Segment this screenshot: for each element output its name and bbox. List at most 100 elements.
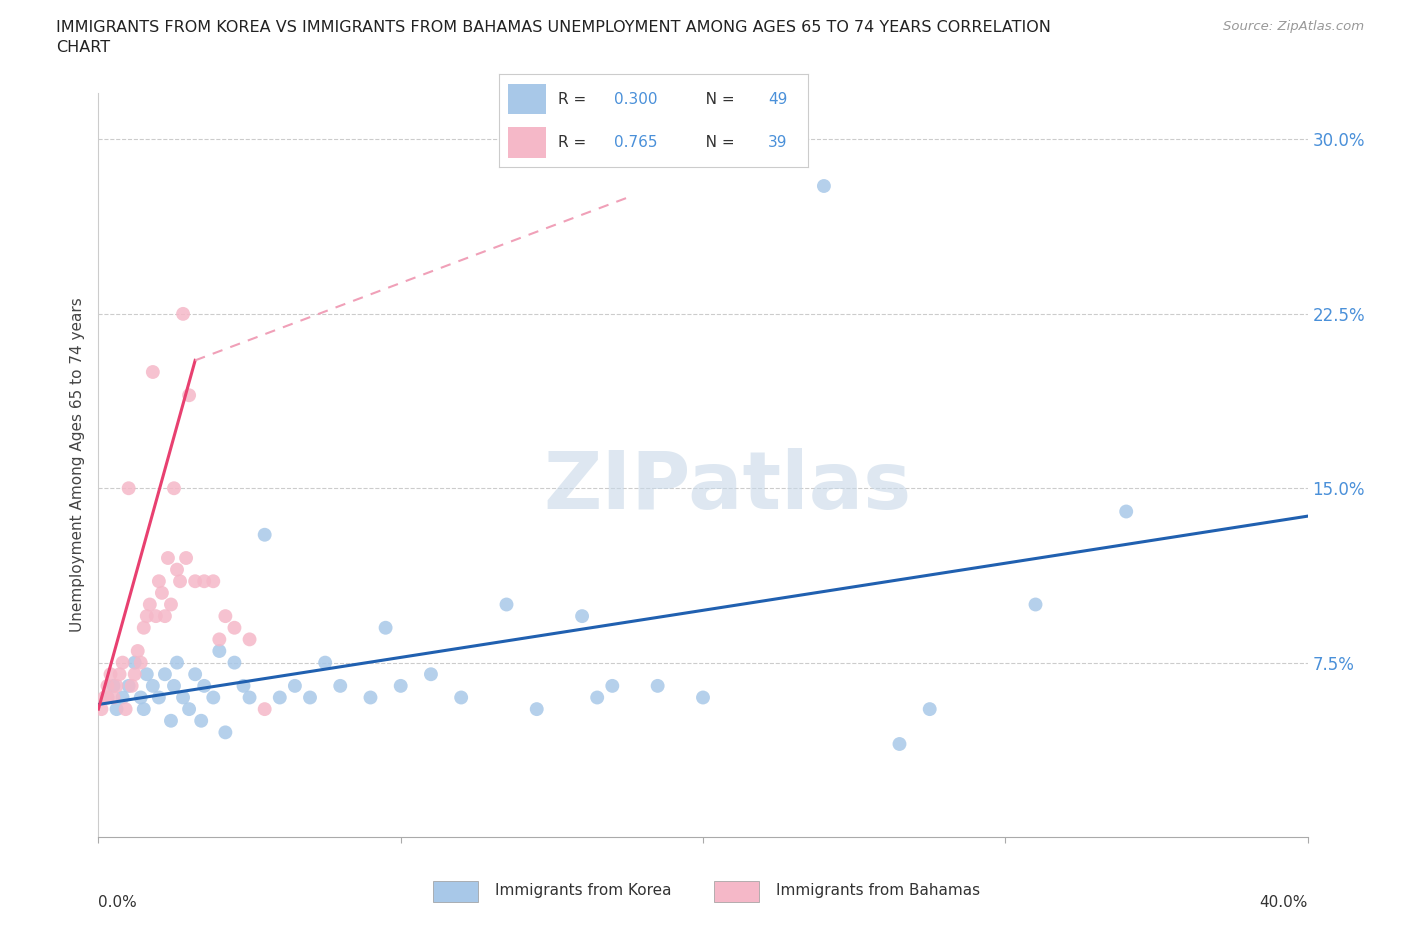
Point bbox=[96, 679, 118, 694]
Point bbox=[889, 737, 911, 751]
Point bbox=[918, 702, 941, 717]
Point bbox=[208, 632, 231, 647]
Text: CHART: CHART bbox=[56, 40, 110, 55]
Text: ZIPatlas: ZIPatlas bbox=[543, 448, 911, 526]
Point bbox=[90, 702, 112, 717]
Point bbox=[111, 690, 134, 705]
Point bbox=[96, 690, 118, 705]
Point bbox=[602, 679, 624, 694]
Point bbox=[139, 597, 162, 612]
Point bbox=[105, 679, 128, 694]
Point bbox=[329, 679, 352, 694]
Point bbox=[172, 307, 194, 322]
FancyBboxPatch shape bbox=[509, 127, 546, 158]
Text: N =: N = bbox=[690, 135, 740, 150]
Point bbox=[160, 713, 183, 728]
Point bbox=[148, 690, 170, 705]
Point bbox=[239, 690, 262, 705]
Text: 0.765: 0.765 bbox=[613, 135, 657, 150]
Point bbox=[142, 365, 165, 379]
Point bbox=[253, 702, 276, 717]
Point bbox=[450, 690, 472, 705]
Point bbox=[153, 609, 176, 624]
Point bbox=[124, 656, 146, 671]
Point bbox=[193, 574, 215, 589]
Point bbox=[156, 551, 179, 565]
Text: R =: R = bbox=[558, 135, 591, 150]
Point bbox=[153, 667, 176, 682]
Point bbox=[202, 574, 225, 589]
Point bbox=[647, 679, 669, 694]
Point bbox=[163, 679, 186, 694]
Point bbox=[284, 679, 307, 694]
Point bbox=[526, 702, 548, 717]
Point bbox=[374, 620, 396, 635]
Point bbox=[169, 574, 191, 589]
Point bbox=[108, 667, 131, 682]
Point bbox=[299, 690, 322, 705]
Text: 0.300: 0.300 bbox=[613, 92, 657, 107]
Point bbox=[184, 574, 207, 589]
Point bbox=[1024, 597, 1046, 612]
Point bbox=[93, 690, 115, 705]
Point bbox=[174, 551, 197, 565]
Point bbox=[129, 656, 152, 671]
Text: 0.0%: 0.0% bbox=[98, 895, 138, 910]
Text: Source: ZipAtlas.com: Source: ZipAtlas.com bbox=[1223, 20, 1364, 33]
FancyBboxPatch shape bbox=[714, 881, 759, 902]
Point bbox=[269, 690, 291, 705]
Point bbox=[224, 656, 246, 671]
Text: Immigrants from Korea: Immigrants from Korea bbox=[495, 883, 672, 898]
Point bbox=[172, 690, 194, 705]
Text: 39: 39 bbox=[768, 135, 787, 150]
Point bbox=[389, 679, 412, 694]
Point bbox=[193, 679, 215, 694]
Y-axis label: Unemployment Among Ages 65 to 74 years: Unemployment Among Ages 65 to 74 years bbox=[69, 298, 84, 632]
Point bbox=[121, 679, 143, 694]
Point bbox=[127, 644, 149, 658]
Point bbox=[105, 702, 128, 717]
Point bbox=[1115, 504, 1137, 519]
Point bbox=[208, 644, 231, 658]
Point bbox=[148, 574, 170, 589]
Point bbox=[813, 179, 835, 193]
Point bbox=[202, 690, 225, 705]
Point bbox=[692, 690, 714, 705]
Point bbox=[132, 620, 155, 635]
Point bbox=[495, 597, 517, 612]
Point bbox=[184, 667, 207, 682]
Text: IMMIGRANTS FROM KOREA VS IMMIGRANTS FROM BAHAMAS UNEMPLOYMENT AMONG AGES 65 TO 7: IMMIGRANTS FROM KOREA VS IMMIGRANTS FROM… bbox=[56, 20, 1052, 35]
Point bbox=[142, 679, 165, 694]
Point bbox=[214, 725, 236, 740]
Point bbox=[163, 481, 186, 496]
Point bbox=[314, 656, 336, 671]
Point bbox=[239, 632, 262, 647]
Point bbox=[179, 388, 201, 403]
Text: R =: R = bbox=[558, 92, 591, 107]
FancyBboxPatch shape bbox=[433, 881, 478, 902]
Point bbox=[420, 667, 443, 682]
Point bbox=[232, 679, 254, 694]
Point bbox=[103, 679, 125, 694]
Text: Immigrants from Bahamas: Immigrants from Bahamas bbox=[776, 883, 980, 898]
Point bbox=[96, 690, 118, 705]
Point bbox=[118, 679, 141, 694]
Point bbox=[214, 609, 236, 624]
Point bbox=[166, 562, 188, 577]
Point bbox=[253, 527, 276, 542]
Point bbox=[135, 609, 157, 624]
Text: N =: N = bbox=[690, 92, 740, 107]
Point bbox=[190, 713, 212, 728]
FancyBboxPatch shape bbox=[509, 84, 546, 114]
Point bbox=[103, 690, 125, 705]
Point bbox=[124, 667, 146, 682]
Point bbox=[150, 586, 173, 601]
Point bbox=[100, 667, 122, 682]
Point bbox=[571, 609, 593, 624]
Point bbox=[118, 481, 141, 496]
Point bbox=[360, 690, 382, 705]
Point bbox=[129, 690, 152, 705]
Point bbox=[586, 690, 609, 705]
Point bbox=[111, 656, 134, 671]
Point bbox=[135, 667, 157, 682]
